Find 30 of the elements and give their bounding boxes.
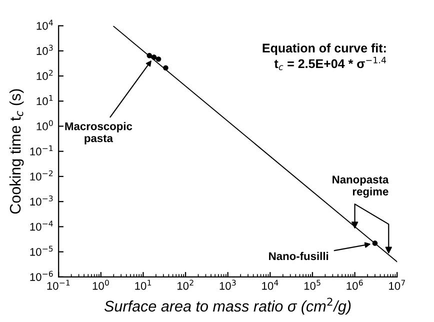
y-tick-label: 10$^{−5}$ [30,246,53,256]
x-tick-label: 10$^{2}$ [177,280,194,290]
point [146,52,152,58]
x-tick-label: 10$^{−1}$ [47,280,70,290]
y-axis-title: Cooking time t$_{c}$ (s) [9,89,24,214]
x-tick-label: 10$^{6}$ [346,280,363,290]
x-tick-label: 10$^{1}$ [135,280,152,290]
y-tick-label: 10$^{−1}$ [30,145,53,156]
x-tick-label: 10$^{4}$ [262,280,278,290]
y-tick-label: 10$^{0}$ [36,120,53,130]
x-tick-label: 10$^{0}$ [92,280,109,290]
y-tick-label: 10$^{−3}$ [30,195,53,206]
x-tick-label: 10$^{3}$ [220,280,236,290]
annotation: Nano-fusilli [269,252,328,260]
annotation: Equation of curve fit: t$_{c}$ = 2.5E+04 * σ$^{−1.4}$ [262,43,386,70]
x-tick-label: 10$^{5}$ [304,280,320,290]
x-axis-title: Surface area to mass ratio σ (cm$^{2}$/g) [104,298,351,315]
x-tick-label: 10$^{7}$ [389,280,405,290]
y-tick-label: 10$^{2}$ [36,70,53,80]
point [156,56,162,62]
point [151,54,157,60]
y-tick-label: 10$^{−2}$ [30,170,53,181]
annotation: Nanopasta regime [332,176,389,198]
y-tick-label: 10$^{1}$ [36,95,53,106]
y-tick-label: 10$^{3}$ [36,44,53,55]
y-tick-label: 10$^{−6}$ [30,270,53,281]
y-tick-label: 10$^{4}$ [36,20,53,30]
annotation: Macroscopic pasta [65,122,132,144]
y-tick-label: 10$^{−4}$ [30,220,53,231]
point [163,65,168,71]
